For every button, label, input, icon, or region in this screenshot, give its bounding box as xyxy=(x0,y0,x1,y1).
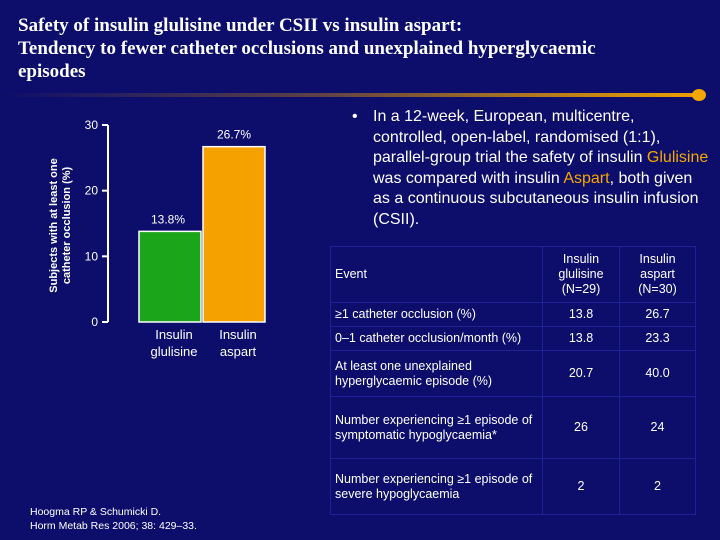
table-row: Number experiencing ≥1 episode of sympto… xyxy=(330,396,696,459)
table-row: 0–1 catheter occlusion/month (%) 13.8 23… xyxy=(330,326,696,351)
y-axis-label-line: catheter occlusion (%) xyxy=(61,166,73,284)
title-line-3: episodes xyxy=(18,61,86,82)
title-line-1: Safety of insulin glulisine under CSII v… xyxy=(18,15,463,36)
slide-title: Safety of insulin glulisine under CSII v… xyxy=(18,14,708,83)
header-glulisine: Insulin glulisine (N=29) xyxy=(542,246,620,303)
reference-line-2: Horm Metab Res 2006; 38: 429–33. xyxy=(30,520,197,532)
bar-chart: 0 10 20 30 Subjects with at least onecathete… xyxy=(48,118,266,359)
table-header-row: Event Insulin glulisine (N=29) Insulin a… xyxy=(330,246,696,303)
row-aspart-value: 23.3 xyxy=(619,326,696,351)
row-aspart-value: 40.0 xyxy=(619,350,696,397)
study-description: • In a 12-week, European, multicentre, c… xyxy=(352,107,712,230)
title-line-2: Tendency to fewer catheter occlusions an… xyxy=(18,38,596,59)
bullet-text-3: , both given as a continuous subcutaneou… xyxy=(373,169,699,228)
row-aspart-value: 24 xyxy=(619,396,696,459)
row-glulisine-value: 26 xyxy=(542,396,620,459)
bullet-glulisine: Glulisine xyxy=(646,149,709,166)
y-tick-label: 0 xyxy=(91,315,98,329)
row-label: 0–1 catheter occlusion/month (%) xyxy=(330,326,543,351)
bullet-icon: • xyxy=(352,108,358,125)
reference-line-1: Hoogma RP & Schumicki D. xyxy=(30,506,162,518)
bullet-text-1: In a 12-week, European, multicentre, con… xyxy=(373,108,661,166)
row-aspart-value: 2 xyxy=(619,458,696,515)
bar-glulisine xyxy=(138,230,202,323)
row-label: Number experiencing ≥1 episode of severe… xyxy=(330,458,543,515)
y-axis-label-line: Subjects with at least one xyxy=(48,158,60,292)
row-glulisine-value: 13.8 xyxy=(542,302,620,327)
row-glulisine-value: 20.7 xyxy=(542,350,620,397)
header-event: Event xyxy=(330,246,543,303)
category-label-line: Insulin xyxy=(155,327,193,342)
y-tick-label: 20 xyxy=(85,184,99,198)
title-underline xyxy=(0,93,705,97)
accent-dot xyxy=(692,89,706,101)
row-label: Number experiencing ≥1 episode of sympto… xyxy=(330,396,543,459)
bullet-text-2: was compared with insulin xyxy=(373,169,564,187)
category-label-line: glulisine xyxy=(151,344,198,359)
bar-data-label: 13.8% xyxy=(151,212,185,226)
table-row: ≥1 catheter occlusion (%) 13.8 26.7 xyxy=(330,302,696,327)
reference: Hoogma RP & Schumicki D. Horm Metab Res … xyxy=(30,505,197,533)
row-glulisine-value: 2 xyxy=(542,458,620,515)
row-glulisine-value: 13.8 xyxy=(542,326,620,351)
y-tick-label: 10 xyxy=(85,249,99,263)
row-label: At least one unexplained hyperglycaemic … xyxy=(330,350,543,397)
row-label: ≥1 catheter occlusion (%) xyxy=(330,302,543,327)
y-tick-label: 30 xyxy=(85,118,99,132)
bar-aspart xyxy=(202,145,266,323)
table-row: At least one unexplained hyperglycaemic … xyxy=(330,350,696,397)
y-axis-label: Subjects with at least onecatheter occlu… xyxy=(48,158,73,292)
bar-data-label: 26.7% xyxy=(217,128,251,142)
table-row: Number experiencing ≥1 episode of severe… xyxy=(330,458,696,515)
category-label: Insulin aspart xyxy=(219,327,257,359)
bullet-aspart: Aspart xyxy=(563,169,610,187)
category-label-line: aspart xyxy=(220,344,257,359)
category-label-line: Insulin xyxy=(219,327,257,342)
header-aspart: Insulin aspart (N=30) xyxy=(619,246,696,303)
row-aspart-value: 26.7 xyxy=(619,302,696,327)
results-table: Event Insulin glulisine (N=29) Insulin a… xyxy=(330,246,696,515)
category-label: Insulin glulisine xyxy=(151,327,198,359)
